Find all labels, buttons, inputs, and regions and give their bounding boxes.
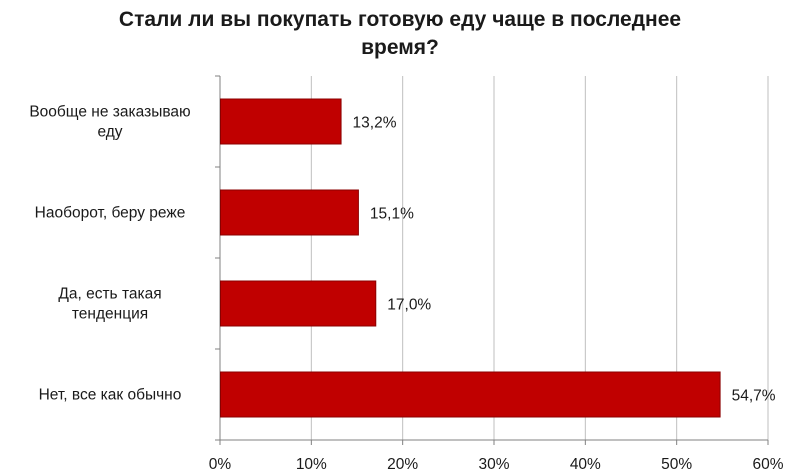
x-tick-label: 30% <box>478 456 509 473</box>
category-label-line: Нет, все как обычно <box>39 387 182 404</box>
x-tick-label: 40% <box>570 456 601 473</box>
category-label-line: еду <box>97 124 122 141</box>
value-label: 13,2% <box>353 115 397 132</box>
x-tick-label: 50% <box>661 456 692 473</box>
category-label: Наоборот, беру реже <box>35 205 186 222</box>
bar-1 <box>220 189 359 236</box>
bars <box>220 98 721 418</box>
bar-0 <box>220 98 342 145</box>
category-label-line: тенденция <box>72 306 148 323</box>
category-label-line: Да, есть такая <box>58 286 161 303</box>
value-label: 15,1% <box>370 206 414 223</box>
category-label-line: Вообще не заказываю <box>29 104 190 121</box>
x-tick-label: 0% <box>209 456 232 473</box>
category-label: Да, есть такая тенденция <box>58 286 161 323</box>
category-label-line: Наоборот, беру реже <box>35 205 186 222</box>
x-tick-label: 10% <box>296 456 327 473</box>
bar-3 <box>220 371 721 418</box>
category-label: Вообще не заказываю еду <box>29 104 190 141</box>
value-label: 54,7% <box>732 388 776 405</box>
category-label: Нет, все как обычно <box>39 387 182 404</box>
bar-2 <box>220 280 377 327</box>
x-tick-label: 20% <box>387 456 418 473</box>
chart-title: Стали ли вы покупать готовую еду чаще в … <box>118 8 682 59</box>
labels: 0% 10% 20% 30% 40% 50% 60% 13,2% Вообще не заказ… <box>29 104 783 474</box>
value-label: 17,0% <box>387 297 431 314</box>
x-tick-label: 60% <box>752 456 783 473</box>
